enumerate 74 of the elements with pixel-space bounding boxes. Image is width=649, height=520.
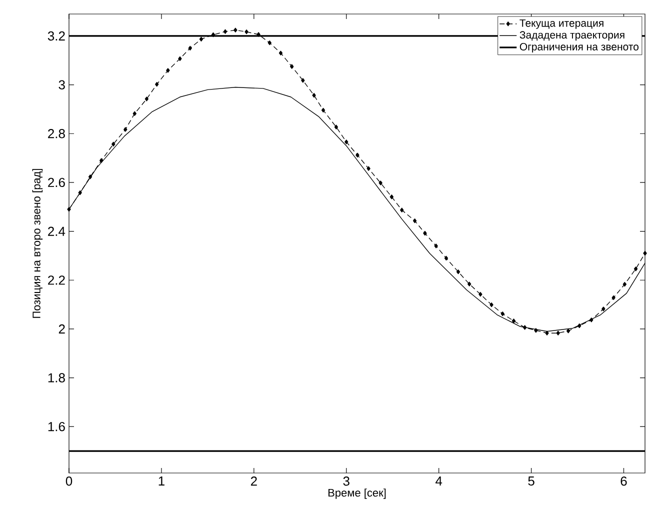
point xyxy=(643,250,647,256)
point xyxy=(622,282,627,287)
point xyxy=(444,256,448,260)
point xyxy=(124,127,128,132)
legend-label: Текуща итерация xyxy=(520,19,604,29)
point xyxy=(144,96,149,102)
point xyxy=(199,36,204,42)
point xyxy=(366,166,370,171)
x-tick-label: 0 xyxy=(66,476,72,486)
point xyxy=(321,108,326,113)
y-axis-title: Позиция на второ звено [рад] xyxy=(32,169,43,318)
y-tick-label: 2.6 xyxy=(48,178,65,188)
y-tick-label: 2.2 xyxy=(48,276,65,285)
point xyxy=(290,64,294,69)
point xyxy=(522,325,527,330)
point xyxy=(301,78,305,83)
point xyxy=(67,206,71,212)
point xyxy=(478,292,482,297)
y-tick-label: 2 xyxy=(58,324,65,334)
point xyxy=(578,323,582,328)
point xyxy=(612,295,616,300)
point xyxy=(278,50,283,56)
point xyxy=(154,82,159,87)
point xyxy=(188,46,192,51)
x-axis-title: Време [сек] xyxy=(328,488,386,499)
x-tick-label: 5 xyxy=(528,476,534,486)
point xyxy=(412,218,417,224)
point xyxy=(378,180,382,186)
point xyxy=(256,32,260,37)
point xyxy=(602,306,606,312)
y-tick-label: 1.8 xyxy=(48,373,65,382)
x-tick-label: 6 xyxy=(620,476,627,486)
point xyxy=(556,330,560,336)
point xyxy=(132,111,136,116)
point xyxy=(312,92,316,98)
point xyxy=(434,244,438,248)
x-tick-label: 1 xyxy=(158,476,164,486)
point xyxy=(244,29,248,34)
point xyxy=(344,140,348,144)
point xyxy=(356,152,360,158)
point xyxy=(534,328,538,333)
legend-label: Зададена траектория xyxy=(520,31,624,41)
point xyxy=(634,266,638,272)
point xyxy=(223,29,228,34)
point xyxy=(234,28,238,32)
point xyxy=(178,56,182,62)
point xyxy=(390,194,394,200)
x-tick-label: 2 xyxy=(250,476,257,486)
legend-label: Ограничения на звеното xyxy=(520,43,638,52)
point xyxy=(78,190,82,196)
point xyxy=(500,311,504,316)
point xyxy=(166,68,170,73)
y-tick-label: 2.4 xyxy=(48,226,66,236)
point xyxy=(268,40,272,46)
point xyxy=(100,158,104,163)
point xyxy=(211,32,216,38)
point xyxy=(456,269,460,274)
point xyxy=(400,208,404,212)
point xyxy=(334,124,338,130)
point xyxy=(423,230,427,236)
point xyxy=(566,328,570,334)
point xyxy=(590,318,594,322)
y-tick-label: 3.2 xyxy=(48,31,65,41)
point xyxy=(88,174,92,180)
point xyxy=(512,318,516,324)
point xyxy=(490,302,494,308)
point xyxy=(545,330,549,336)
point xyxy=(467,282,472,286)
x-tick-label: 4 xyxy=(436,476,442,486)
point xyxy=(112,142,116,146)
y-tick-label: 1.6 xyxy=(48,422,65,432)
x-tick-label: 3 xyxy=(343,476,350,486)
y-tick-label: 2.8 xyxy=(48,129,65,138)
y-tick-label: 3 xyxy=(58,80,65,90)
